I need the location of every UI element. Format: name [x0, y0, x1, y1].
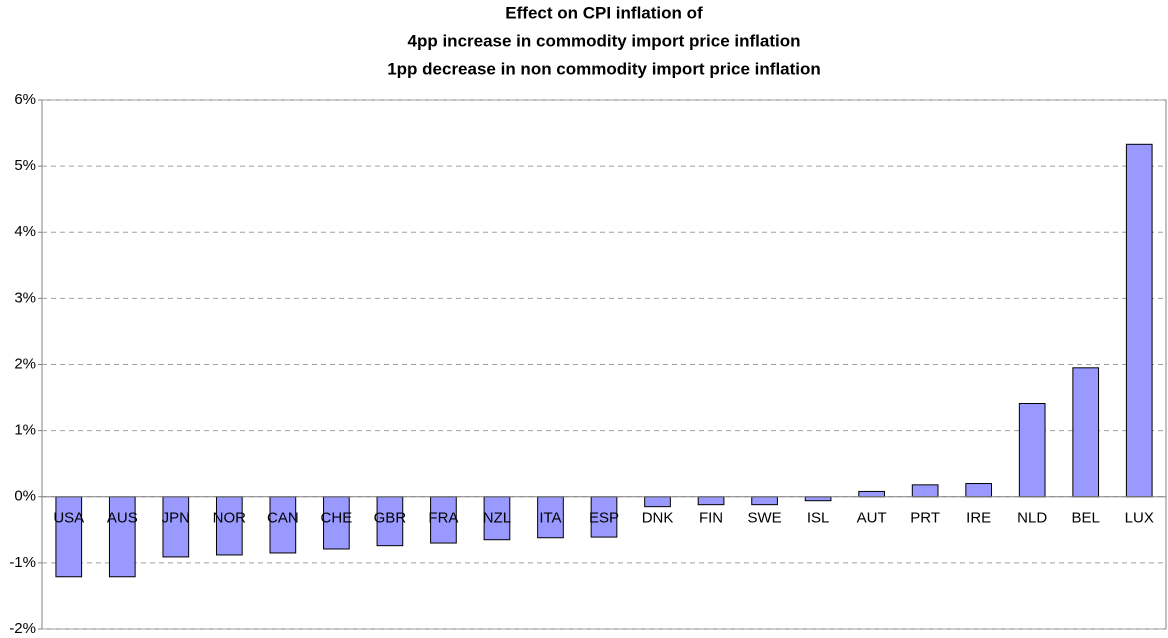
bar [1018, 403, 1046, 498]
bar [323, 496, 350, 550]
x-tick-label: SWE [747, 510, 781, 527]
y-tick-label: 2% [14, 355, 36, 372]
y-tick-label: 1% [14, 422, 36, 439]
bar [162, 496, 190, 558]
bar [430, 496, 457, 544]
y-tick-label: 4% [14, 223, 36, 240]
bar [590, 496, 618, 538]
x-tick-label: USA [53, 510, 84, 527]
bar [804, 496, 832, 502]
x-tick-label: PRT [910, 510, 940, 527]
bar [911, 484, 939, 498]
bar [697, 496, 725, 506]
chart-title: Effect on CPI inflation of [505, 3, 703, 22]
x-tick-label: NOR [213, 510, 247, 527]
bar [751, 496, 778, 506]
y-tick-label: -1% [9, 554, 36, 571]
x-tick-label: ISL [807, 510, 830, 527]
y-tick-label: 0% [14, 488, 36, 505]
x-tick-label: CAN [267, 510, 299, 527]
x-tick-label: DNK [642, 510, 674, 527]
x-tick-label: ESP [589, 510, 619, 527]
x-tick-label: JPN [162, 510, 190, 527]
y-tick-label: -2% [9, 620, 36, 637]
y-tick-label: 6% [14, 91, 36, 108]
chart-title: 1pp decrease in non commodity import pri… [387, 59, 821, 78]
x-tick-label: LUX [1125, 510, 1154, 527]
y-tick-label: 3% [14, 289, 36, 306]
x-tick-label: IRE [966, 510, 991, 527]
x-tick-label: AUS [107, 510, 138, 527]
x-tick-label: GBR [374, 510, 407, 527]
bar [269, 496, 297, 554]
bar [1072, 367, 1100, 498]
chart-title: 4pp increase in commodity import price i… [408, 31, 801, 50]
x-tick-label: CHE [321, 510, 353, 527]
bar [858, 490, 885, 498]
x-tick-label: NZL [483, 510, 511, 527]
x-tick-label: FIN [699, 510, 723, 527]
y-tick-label: 5% [14, 157, 36, 174]
x-tick-label: NLD [1017, 510, 1047, 527]
bar [376, 496, 404, 547]
bar [965, 483, 993, 498]
x-tick-label: ITA [539, 510, 561, 527]
x-tick-label: BEL [1072, 510, 1100, 527]
x-tick-label: FRA [428, 510, 458, 527]
x-tick-label: AUT [857, 510, 887, 527]
bar [1125, 143, 1153, 498]
bar [644, 496, 671, 508]
bar [537, 496, 564, 539]
